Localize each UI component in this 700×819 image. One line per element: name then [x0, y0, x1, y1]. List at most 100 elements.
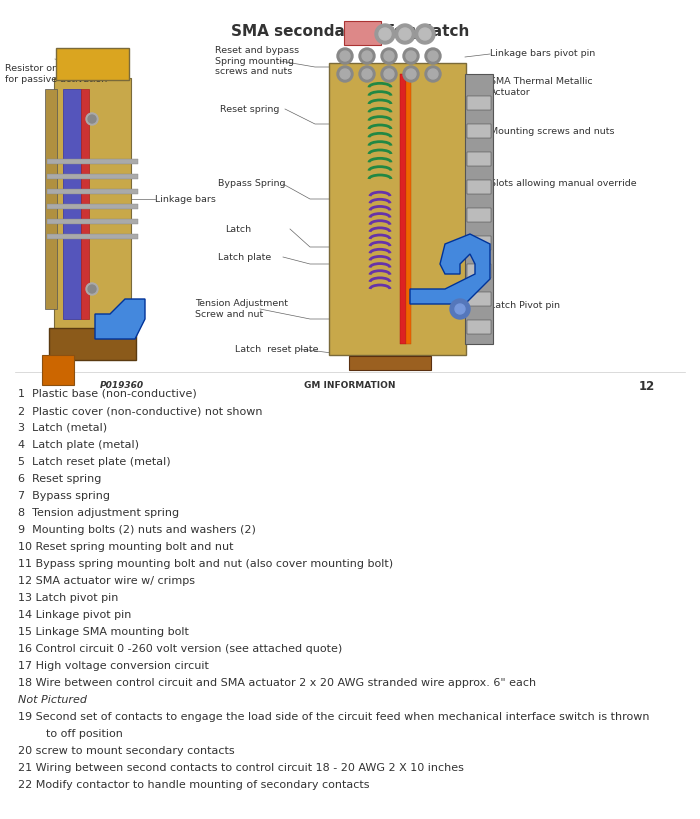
- Circle shape: [337, 48, 353, 64]
- FancyBboxPatch shape: [467, 292, 491, 306]
- FancyBboxPatch shape: [467, 152, 491, 166]
- Text: Reset and bypass
Spring mounting
screws and nuts: Reset and bypass Spring mounting screws …: [215, 46, 299, 76]
- Text: 22 Modify contactor to handle mounting of secondary contacts: 22 Modify contactor to handle mounting o…: [18, 780, 370, 790]
- Circle shape: [88, 115, 96, 123]
- Text: 2  Plastic cover (non-conductive) not shown: 2 Plastic cover (non-conductive) not sho…: [18, 406, 262, 416]
- FancyBboxPatch shape: [467, 208, 491, 222]
- Text: SMA Thermal Metallic
Actuator: SMA Thermal Metallic Actuator: [490, 77, 593, 97]
- Circle shape: [384, 69, 394, 79]
- Text: 10 Reset spring mounting bolt and nut: 10 Reset spring mounting bolt and nut: [18, 542, 234, 552]
- Circle shape: [399, 28, 411, 40]
- Polygon shape: [95, 299, 145, 339]
- FancyBboxPatch shape: [467, 96, 491, 110]
- FancyBboxPatch shape: [47, 234, 138, 239]
- FancyBboxPatch shape: [465, 74, 493, 344]
- Text: 21 Wiring between second contacts to control circuit 18 - 20 AWG 2 X 10 inches: 21 Wiring between second contacts to con…: [18, 763, 464, 773]
- Text: 9  Mounting bolts (2) nuts and washers (2): 9 Mounting bolts (2) nuts and washers (2…: [18, 525, 256, 535]
- Circle shape: [428, 51, 438, 61]
- Text: Reset spring: Reset spring: [220, 105, 279, 114]
- Circle shape: [86, 113, 98, 125]
- Circle shape: [450, 299, 470, 319]
- Text: 12: 12: [638, 379, 655, 392]
- Text: Slots allowing manual override: Slots allowing manual override: [490, 179, 636, 188]
- Circle shape: [406, 69, 416, 79]
- FancyBboxPatch shape: [467, 320, 491, 334]
- Text: 5  Latch reset plate (metal): 5 Latch reset plate (metal): [18, 457, 171, 467]
- FancyBboxPatch shape: [54, 78, 131, 330]
- FancyBboxPatch shape: [47, 159, 138, 164]
- Text: 13 Latch pivot pin: 13 Latch pivot pin: [18, 593, 118, 603]
- Circle shape: [384, 51, 394, 61]
- Text: Tension Adjustment
Screw and nut: Tension Adjustment Screw and nut: [195, 299, 288, 319]
- Text: 14 Linkage pivot pin: 14 Linkage pivot pin: [18, 610, 132, 620]
- FancyBboxPatch shape: [467, 124, 491, 138]
- FancyBboxPatch shape: [344, 21, 381, 45]
- Text: P019360: P019360: [100, 382, 144, 391]
- Circle shape: [340, 51, 350, 61]
- Text: Latch  reset plate: Latch reset plate: [235, 345, 318, 354]
- FancyBboxPatch shape: [56, 48, 129, 80]
- Circle shape: [403, 48, 419, 64]
- FancyBboxPatch shape: [406, 74, 411, 344]
- FancyBboxPatch shape: [349, 356, 431, 370]
- Text: Resistor only used
for passive activation: Resistor only used for passive activatio…: [5, 65, 107, 84]
- Text: GM INFORMATION: GM INFORMATION: [304, 382, 395, 391]
- Text: SMA secondary safety latch: SMA secondary safety latch: [231, 24, 469, 39]
- Text: 6  Reset spring: 6 Reset spring: [18, 474, 102, 484]
- FancyBboxPatch shape: [42, 355, 74, 385]
- Circle shape: [379, 28, 391, 40]
- Text: 20 screw to mount secondary contacts: 20 screw to mount secondary contacts: [18, 746, 234, 756]
- Text: 19 Second set of contacts to engage the load side of the circuit feed when mecha: 19 Second set of contacts to engage the …: [18, 712, 650, 722]
- FancyBboxPatch shape: [45, 89, 57, 309]
- FancyBboxPatch shape: [467, 236, 491, 250]
- Circle shape: [362, 51, 372, 61]
- Circle shape: [419, 28, 431, 40]
- Circle shape: [415, 24, 435, 44]
- FancyBboxPatch shape: [49, 328, 136, 360]
- FancyBboxPatch shape: [467, 180, 491, 194]
- Circle shape: [425, 48, 441, 64]
- Polygon shape: [410, 234, 490, 304]
- FancyBboxPatch shape: [81, 89, 89, 319]
- Text: 15 Linkage SMA mounting bolt: 15 Linkage SMA mounting bolt: [18, 627, 189, 637]
- Circle shape: [455, 304, 465, 314]
- Circle shape: [86, 283, 98, 295]
- Text: Linkage bars: Linkage bars: [155, 194, 216, 203]
- Text: 8  Tension adjustment spring: 8 Tension adjustment spring: [18, 508, 179, 518]
- Circle shape: [395, 24, 415, 44]
- Text: Latch Pivot pin: Latch Pivot pin: [490, 301, 560, 310]
- Circle shape: [403, 66, 419, 82]
- Circle shape: [340, 69, 350, 79]
- Circle shape: [381, 66, 397, 82]
- Text: 16 Control circuit 0 -260 volt version (see attached quote): 16 Control circuit 0 -260 volt version (…: [18, 644, 342, 654]
- Circle shape: [362, 69, 372, 79]
- Text: 3  Latch (metal): 3 Latch (metal): [18, 423, 107, 433]
- FancyBboxPatch shape: [47, 204, 138, 209]
- Text: 17 High voltage conversion circuit: 17 High voltage conversion circuit: [18, 661, 209, 671]
- Text: 11 Bypass spring mounting bolt and nut (also cover mounting bolt): 11 Bypass spring mounting bolt and nut (…: [18, 559, 393, 569]
- Circle shape: [425, 66, 441, 82]
- FancyBboxPatch shape: [47, 189, 138, 194]
- Circle shape: [375, 24, 395, 44]
- Circle shape: [88, 285, 96, 293]
- Text: 12 SMA actuator wire w/ crimps: 12 SMA actuator wire w/ crimps: [18, 576, 195, 586]
- Text: Latch: Latch: [225, 224, 251, 233]
- Text: 1  Plastic base (non-conductive): 1 Plastic base (non-conductive): [18, 389, 197, 399]
- Text: Linkage bars pivot pin: Linkage bars pivot pin: [490, 49, 595, 58]
- Circle shape: [406, 51, 416, 61]
- Circle shape: [359, 48, 375, 64]
- FancyBboxPatch shape: [467, 264, 491, 278]
- Circle shape: [381, 48, 397, 64]
- Text: 18 Wire between control circuit and SMA actuator 2 x 20 AWG stranded wire approx: 18 Wire between control circuit and SMA …: [18, 678, 536, 688]
- FancyBboxPatch shape: [47, 174, 138, 179]
- Text: Latch plate: Latch plate: [218, 252, 272, 261]
- Text: 4  Latch plate (metal): 4 Latch plate (metal): [18, 440, 139, 450]
- Text: Mounting screws and nuts: Mounting screws and nuts: [490, 126, 615, 135]
- Text: 7  Bypass spring: 7 Bypass spring: [18, 491, 110, 501]
- FancyBboxPatch shape: [400, 74, 406, 344]
- FancyBboxPatch shape: [47, 219, 138, 224]
- Text: Not Pictured: Not Pictured: [18, 695, 87, 705]
- Text: to off position: to off position: [46, 729, 123, 739]
- Circle shape: [359, 66, 375, 82]
- FancyBboxPatch shape: [329, 63, 466, 355]
